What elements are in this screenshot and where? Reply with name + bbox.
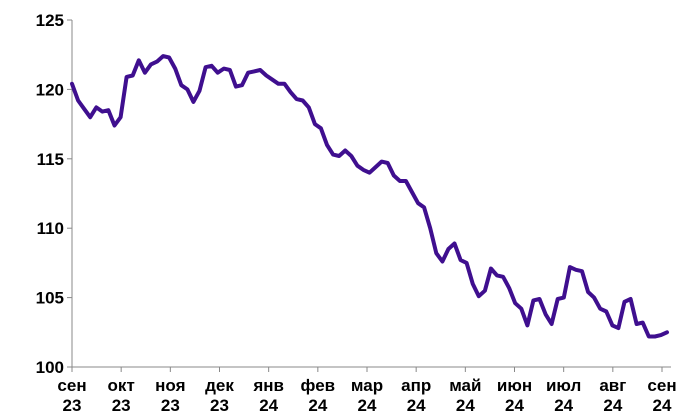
x-tick-label: мар 24: [351, 376, 383, 415]
y-tick-label: 120: [36, 80, 64, 99]
x-tick-label: сен 24: [647, 376, 676, 415]
x-tick-label: сен 23: [57, 376, 86, 415]
y-tick-label: 115: [37, 150, 64, 169]
x-tick-label: июн 24: [497, 376, 532, 415]
y-tick-label: 110: [37, 219, 64, 238]
x-tick-label: янв 24: [252, 376, 284, 415]
x-tick-label: окт 23: [108, 376, 135, 415]
line: [70, 54, 669, 339]
y-tick-label: 125: [36, 11, 64, 30]
x-tick-label: ноя 23: [155, 376, 185, 415]
y-tick-label: 105: [36, 289, 64, 308]
x-tick-label: апр 24: [401, 376, 431, 415]
y-tick-label: 100: [36, 358, 64, 377]
x-tick-label: май 24: [449, 376, 481, 415]
x-tick-label: фев 24: [301, 376, 336, 415]
x-tick-label: авг 24: [599, 376, 626, 415]
x-tick-label: дек 23: [205, 376, 234, 415]
x-tick-label: июл 24: [546, 376, 581, 415]
